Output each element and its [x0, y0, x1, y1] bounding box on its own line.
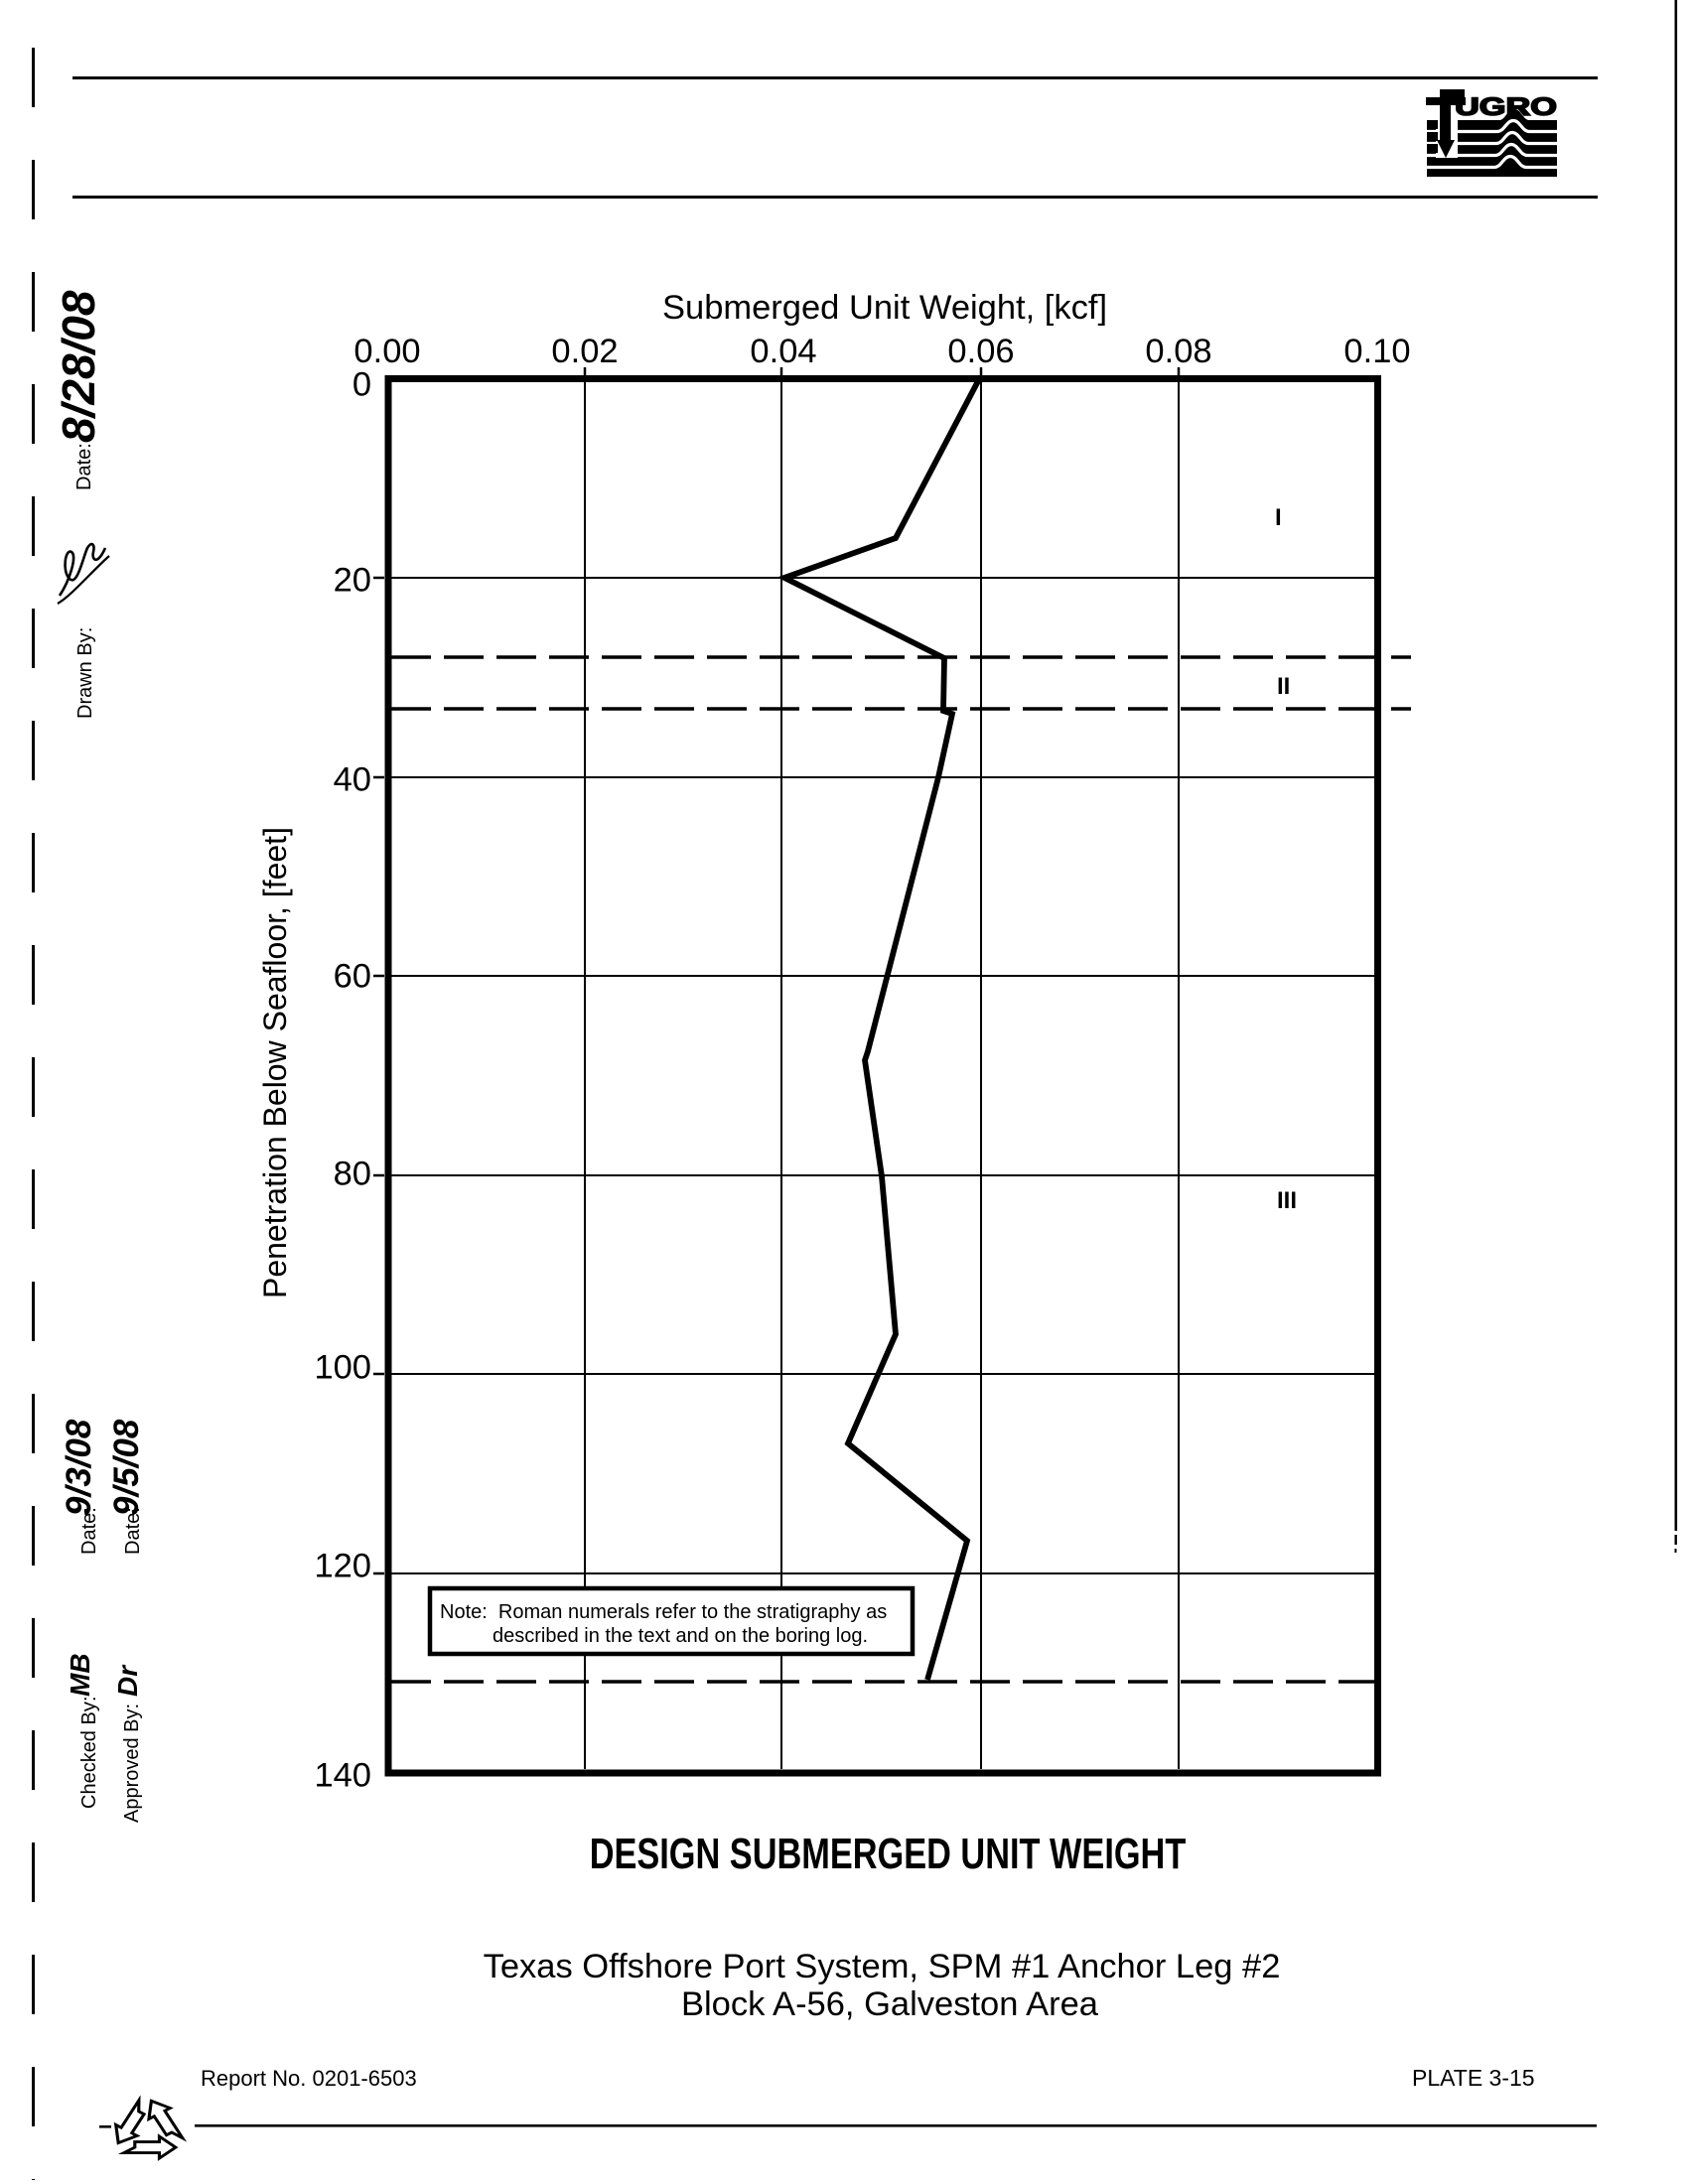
svg-text:UGRO: UGRO [1455, 93, 1557, 121]
